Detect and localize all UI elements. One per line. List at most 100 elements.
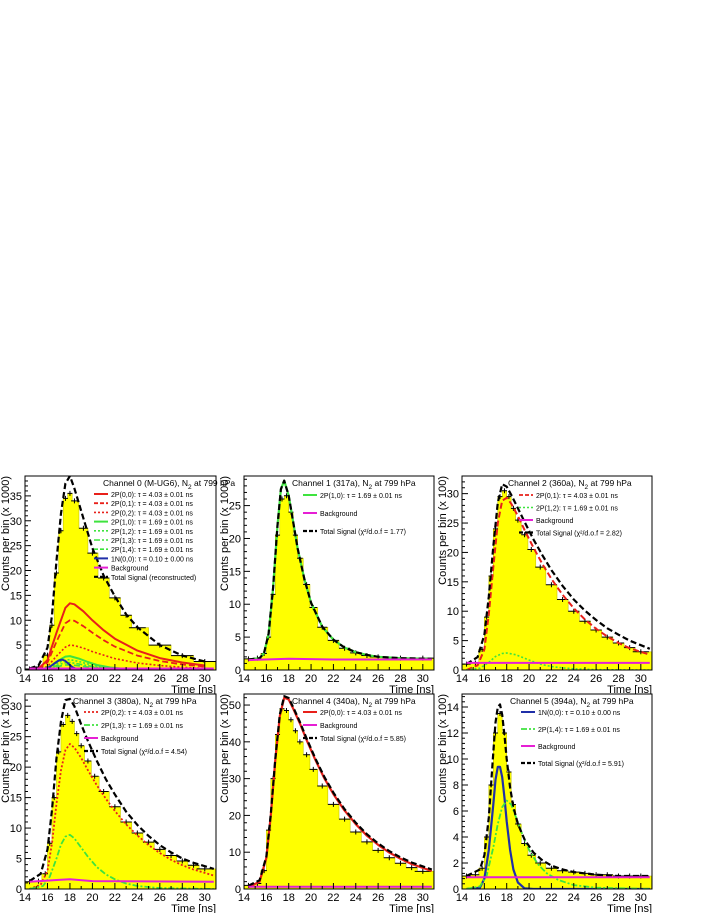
y-axis-label: Counts per bin (x 100)	[437, 476, 449, 585]
data-point	[535, 860, 546, 866]
x-tick-label: 18	[501, 892, 513, 904]
fit-curve	[29, 602, 205, 670]
histogram	[462, 703, 652, 889]
chart-title-subscript: 2	[587, 702, 591, 709]
legend-label: 2P(1,0): τ = 1.69 ± 0.01 ns	[320, 493, 402, 500]
legend-label: Total Signal (χ²/d.o.f = 5.91)	[538, 761, 624, 768]
chart-title-subscript: 2	[150, 702, 154, 709]
x-tick-label: 20	[86, 892, 98, 904]
y-tick-label: 30	[10, 701, 22, 713]
x-tick-label: 28	[176, 673, 188, 685]
data-point	[601, 634, 613, 640]
y-tick-label: 0	[453, 665, 459, 677]
data-point	[131, 830, 143, 836]
x-tick-label: 28	[394, 673, 406, 685]
data-point	[309, 766, 318, 772]
y-tick-label: 10	[229, 599, 241, 611]
x-tick-label: 26	[154, 673, 166, 685]
x-tick-label: 30	[417, 892, 429, 904]
data-point	[383, 855, 395, 861]
histogram	[244, 695, 434, 889]
chart-title-tail: at 799 hPa	[588, 478, 632, 488]
legend-label: 2P(1,3): τ = 1.69 ± 0.01 ns	[111, 538, 193, 545]
data-point	[67, 490, 73, 496]
fit-curve	[29, 833, 214, 889]
data-point	[406, 865, 418, 871]
y-tick-label: 12	[447, 728, 459, 740]
data-point	[87, 550, 98, 556]
x-tick-label: 22	[545, 673, 557, 685]
x-tick-label: 18	[283, 892, 295, 904]
legend-label: Total Signal (χ²/d.o.f = 5.85)	[320, 736, 406, 743]
data-point	[510, 505, 516, 511]
x-tick-label: 28	[612, 673, 624, 685]
y-tick-label: 5	[453, 636, 459, 648]
x-tick-label: 20	[305, 892, 317, 904]
chart-title-main: Channel 1 (317a), N	[292, 478, 369, 488]
y-tick-label: 5	[16, 854, 22, 866]
data-point	[479, 865, 485, 871]
legend-label: Total Signal (χ²/d.o.f = 4.54)	[101, 749, 187, 756]
data-point	[62, 495, 68, 501]
y-tick-label: 15	[229, 566, 241, 578]
y-tick-label: 20	[229, 810, 241, 822]
y-tick-label: 14	[447, 702, 459, 714]
y-axis-label: Counts per bin (x 100)	[0, 694, 12, 803]
x-tick-label: 22	[327, 673, 339, 685]
x-tick-label: 18	[283, 673, 295, 685]
y-tick-label: 20	[10, 762, 22, 774]
x-axis-label: Time [ns]	[171, 684, 216, 696]
y-tick-label: 5	[235, 632, 241, 644]
x-tick-label: 24	[350, 892, 362, 904]
x-tick-label: 24	[568, 673, 580, 685]
data-point	[154, 846, 166, 852]
y-axis-label: Counts per bin (x 100)	[437, 694, 449, 803]
data-point	[78, 743, 84, 749]
legend-label: Background	[101, 736, 138, 743]
y-tick-label: 10	[10, 615, 22, 627]
fit-curve	[466, 799, 650, 889]
legend-label: 2P(0,1): τ = 4.03 ± 0.01 ns	[111, 501, 193, 508]
data-point	[193, 659, 216, 665]
data-point	[394, 860, 407, 866]
y-tick-label: 20	[447, 547, 459, 559]
x-tick-label: 22	[327, 892, 339, 904]
data-point	[303, 752, 310, 758]
legend-label: Total Signal (χ²/d.o.f = 1.77)	[320, 529, 406, 536]
data-point	[297, 739, 303, 745]
x-tick-label: 16	[41, 892, 53, 904]
y-tick-label: 0	[16, 665, 22, 677]
y-tick-label: 25	[10, 541, 22, 553]
y-axis-label: Counts per bin (x 1000)	[219, 476, 231, 591]
plot-frame	[24, 475, 217, 671]
y-axis-label: Counts per bin (x 100)	[219, 694, 231, 803]
x-tick-label: 14	[19, 892, 31, 904]
data-point	[42, 871, 49, 877]
fit-curve	[466, 496, 651, 670]
x-tick-label: 26	[154, 892, 166, 904]
x-tick-label: 14	[456, 673, 468, 685]
histogram	[25, 697, 216, 889]
data-point	[78, 525, 88, 531]
y-tick-label: 2	[453, 858, 459, 870]
data-point	[361, 839, 373, 845]
data-point	[317, 783, 328, 789]
chart-title-main: Channel 2 (360a), N	[508, 478, 585, 488]
data-point	[65, 712, 71, 718]
chart-title-main: Channel 5 (394a), N	[510, 696, 587, 706]
chart-title-subscript: 2	[188, 484, 192, 491]
chart-panel-1: 14 16 18 20 22 24 26 28 30 0 5 10 15 20 25 Time [ns] Cou…	[219, 475, 435, 696]
fit-curve	[29, 619, 205, 670]
x-tick-label: 28	[612, 892, 624, 904]
data-point	[372, 847, 384, 853]
x-tick-label: 22	[545, 892, 557, 904]
chart-title-subscript: 2	[369, 484, 373, 491]
fit-curve	[465, 483, 651, 666]
fit-curve	[29, 664, 205, 670]
chart-title: Channel 2 (360a), N2 at 799 hPa	[508, 478, 632, 491]
chart-title: Channel 5 (394a), N2 at 799 hPa	[510, 696, 634, 709]
chart-panel-4: 14 16 18 20 22 24 26 28 30 0 10 20 30 40 50 Time [ns] Co…	[219, 693, 435, 913]
x-tick-label: 28	[176, 892, 188, 904]
data-point	[49, 622, 55, 628]
